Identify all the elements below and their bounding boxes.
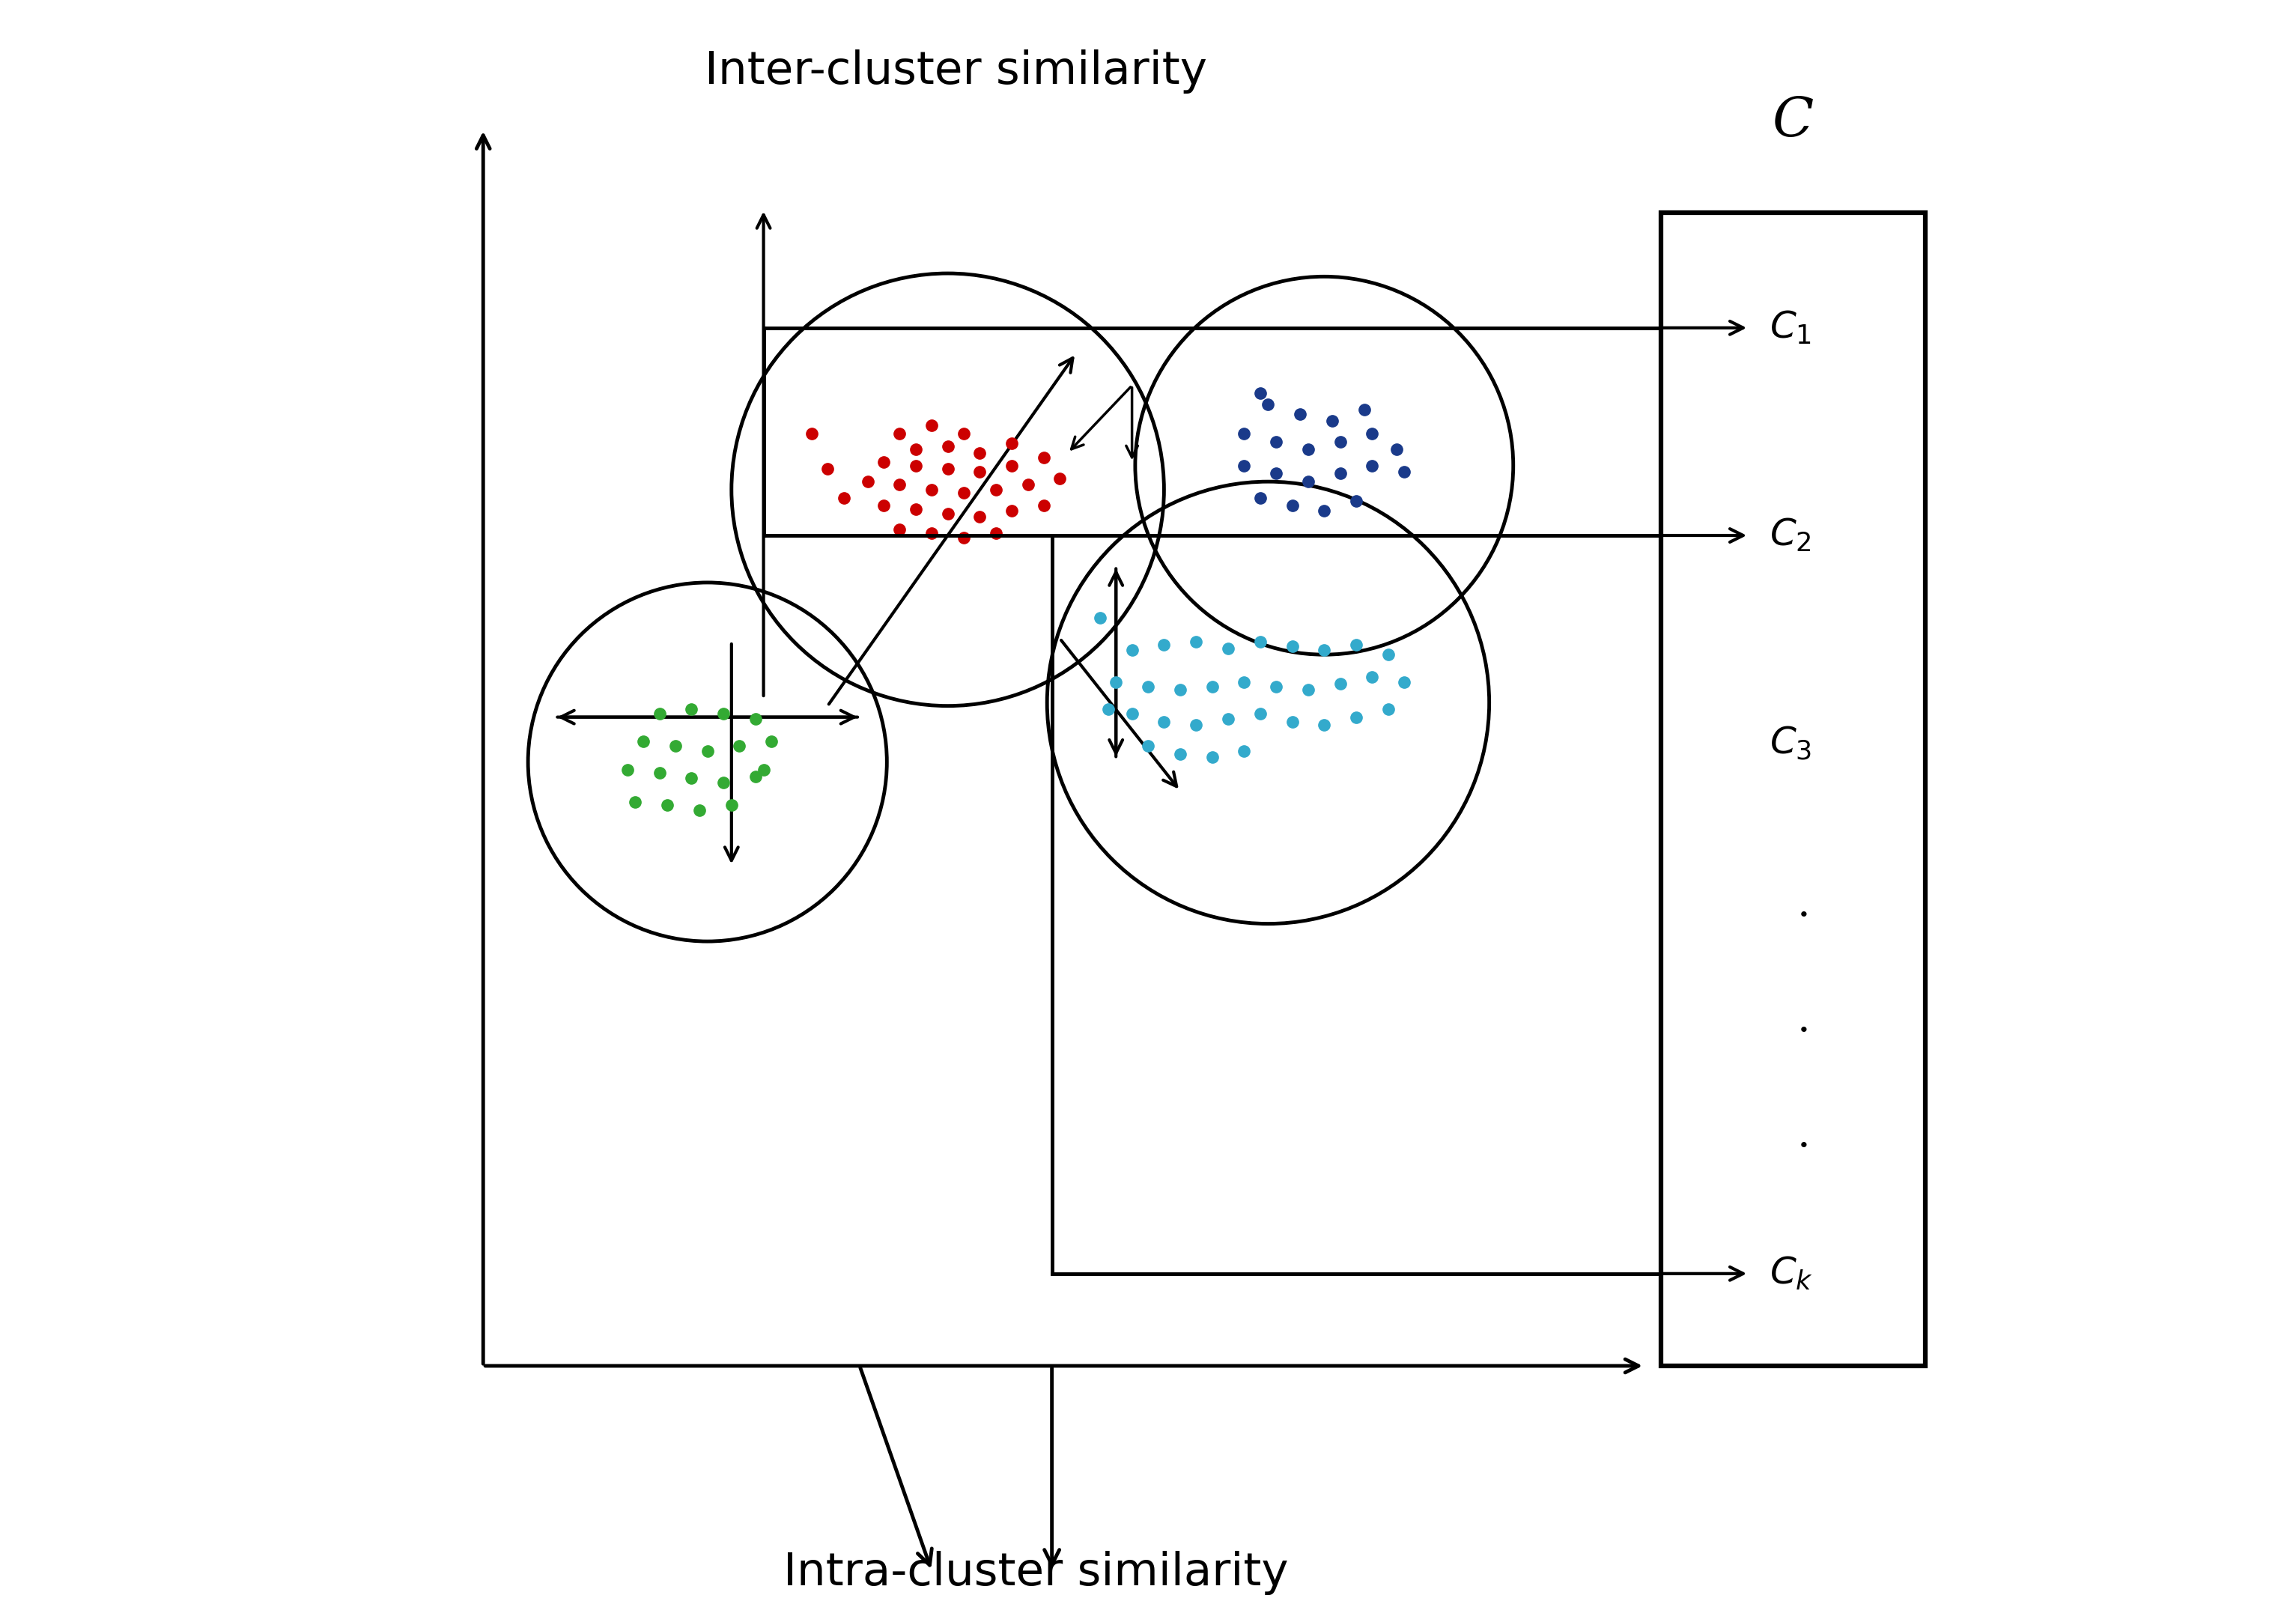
Text: .: . — [1798, 1115, 1809, 1156]
Text: $C_k$: $C_k$ — [1770, 1254, 1814, 1293]
Text: Inter-cluster similarity: Inter-cluster similarity — [705, 50, 1208, 93]
Text: C: C — [1773, 96, 1814, 149]
Text: $C_3$: $C_3$ — [1770, 725, 1812, 762]
Text: $C_1$: $C_1$ — [1770, 310, 1812, 346]
Text: .: . — [1798, 999, 1809, 1041]
Text: Intra-cluster similarity: Intra-cluster similarity — [783, 1551, 1288, 1594]
Text: .: . — [1798, 884, 1809, 926]
Text: $C_2$: $C_2$ — [1770, 516, 1812, 553]
Bar — [1660, 212, 1924, 1367]
